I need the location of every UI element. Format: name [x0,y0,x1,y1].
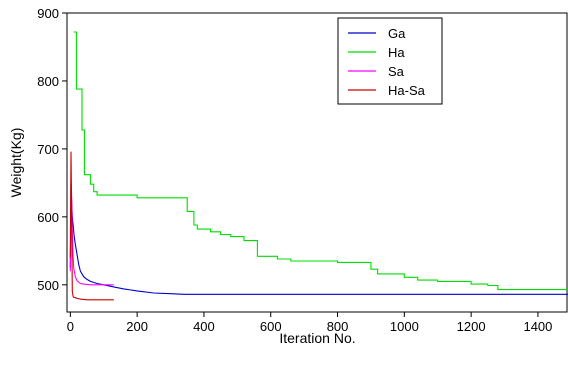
x-tick-label: 1200 [457,319,486,334]
x-tick-label: 200 [126,319,148,334]
x-tick-label: 1400 [523,319,552,334]
legend-item: Ga [348,26,406,41]
y-tick-label: 800 [37,74,59,89]
series-line-sa [69,184,114,286]
y-tick-label: 600 [37,210,59,225]
legend-item: Ha-Sa [348,83,426,98]
y-tick-label: 900 [37,6,59,21]
x-axis: 0 200 400 600 800 1000 1200 1400 [67,312,552,334]
legend-label: Sa [388,64,405,79]
series-line-ga [69,182,568,295]
legend-item: Sa [348,64,405,79]
y-tick-label: 500 [37,278,59,293]
legend-label: Ha [388,45,405,60]
x-tick-label: 400 [193,319,215,334]
plot-frame [66,12,568,313]
y-axis-title: Weight(Kg) [8,128,24,198]
series-layer [69,31,568,301]
plot-area [66,12,568,313]
legend-label: Ga [388,26,406,41]
x-tick-label: 600 [260,319,282,334]
legend-item: Ha [348,45,405,60]
x-tick-label: 1000 [390,319,419,334]
x-axis-title: Iteration No. [279,330,355,346]
y-axis: 500 600 700 800 900 [37,6,67,293]
legend: Ga Ha Sa Ha-Sa [337,17,443,105]
y-tick-label: 700 [37,142,59,157]
series-line-ha [73,31,568,291]
x-tick-label: 0 [67,319,74,334]
x-tick-label: 800 [327,319,349,334]
series-line-ha-sa [69,151,114,301]
legend-label: Ha-Sa [388,83,426,98]
